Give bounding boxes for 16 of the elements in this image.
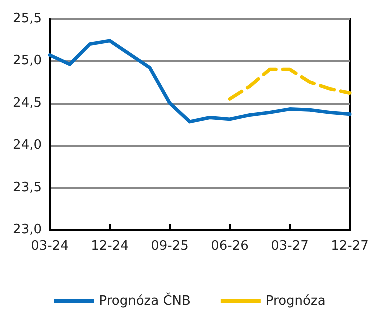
x-tick-label: 12-27 <box>331 239 369 254</box>
x-tick-label: 03-27 <box>271 239 309 254</box>
y-tick-label: 24,5 <box>13 96 42 111</box>
legend-label: Prognóza <box>266 294 326 309</box>
x-tick-label: 03-24 <box>31 239 69 254</box>
y-tick-label: 23,0 <box>13 222 42 238</box>
y-tick-label: 25,5 <box>13 12 42 26</box>
y-tick-label: 25,0 <box>13 54 42 69</box>
legend-label: Prognóza ČNB <box>99 292 191 309</box>
x-tick-label: 06-26 <box>211 239 249 254</box>
y-tick-label: 23,5 <box>13 180 42 196</box>
x-tick-label: 09-25 <box>151 239 189 254</box>
line-series <box>228 68 352 101</box>
line-series <box>48 39 352 124</box>
x-tick-label: 12-24 <box>91 239 129 254</box>
y-tick-label: 24,0 <box>13 138 42 154</box>
